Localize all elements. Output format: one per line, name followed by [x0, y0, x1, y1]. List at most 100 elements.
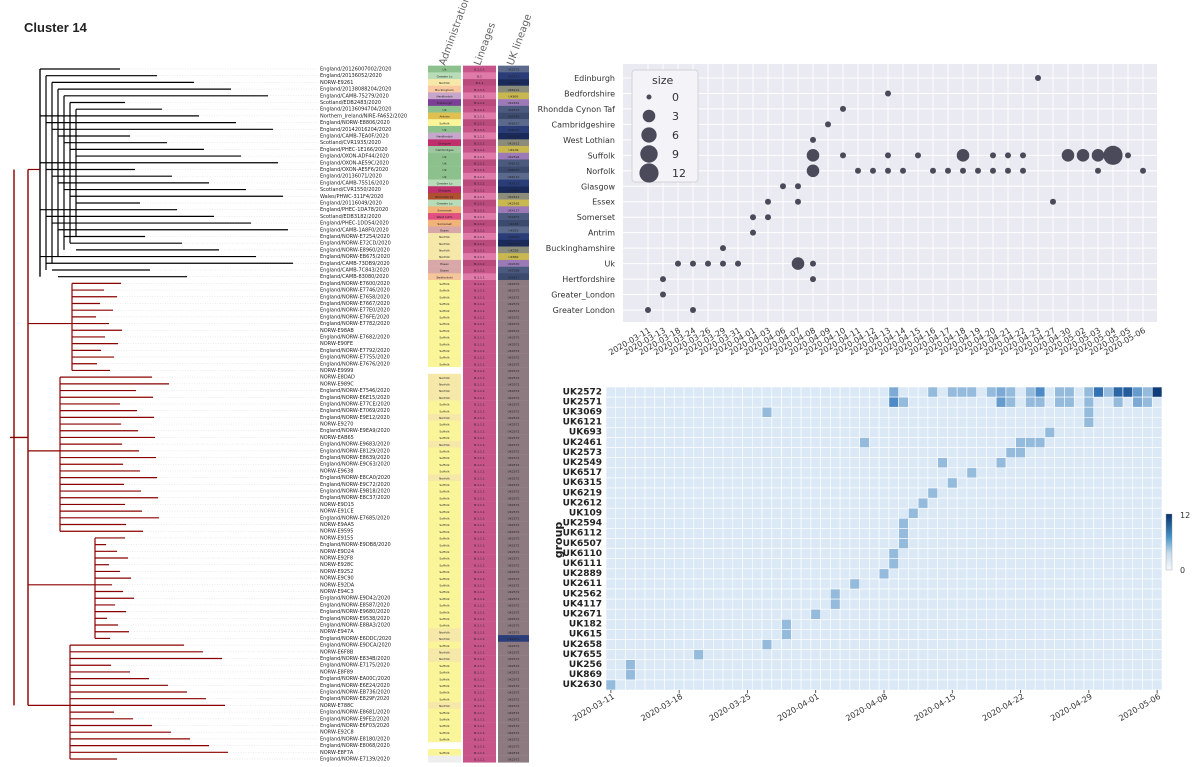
tree-leaf-label: England/NORW-E7676/2020 [320, 361, 390, 367]
heatmap-empty-cell [947, 427, 958, 438]
lineage-label: B.1.1.1 [474, 597, 485, 601]
heatmap-cell [898, 396, 909, 408]
lineage-cell [463, 219, 496, 227]
heatmap-empty-cell [625, 447, 636, 459]
uk-lineage-label: UK2572 [508, 362, 520, 366]
administration-cell [428, 588, 461, 596]
heatmap-empty-cell [1073, 507, 1085, 519]
heatmap-empty-cell [634, 477, 646, 489]
heatmap-empty-cell [1015, 487, 1026, 499]
lineage-label: B.1.1.1 [474, 155, 485, 159]
heatmap-empty-cell [1064, 416, 1075, 428]
heatmap-empty-cell [722, 487, 734, 499]
legend-marker [646, 94, 652, 100]
uk-lineage-cell [498, 112, 529, 120]
heatmap-empty-cell [1025, 528, 1036, 539]
heatmap-empty-cell [722, 618, 734, 630]
administration-label: Uk [443, 68, 447, 72]
administration-cell [428, 648, 461, 656]
heatmap-empty-cell [1015, 427, 1026, 438]
heatmap-empty-cell [1073, 386, 1085, 398]
heatmap-empty-cell [1103, 669, 1114, 681]
lineage-cell [463, 239, 496, 247]
uk-lineage-cell [498, 681, 529, 689]
heatmap-empty-cell [976, 649, 987, 660]
heatmap-cell [898, 517, 909, 529]
heatmap-empty-cell [1083, 618, 1095, 630]
heatmap-empty-cell [722, 477, 734, 489]
lineage-cell [463, 434, 496, 441]
heatmap-empty-cell [820, 437, 831, 448]
heatmap-empty-cell [1054, 497, 1065, 509]
lineage-cell [463, 621, 496, 629]
heatmap-empty-cell [654, 659, 665, 671]
heatmap-empty-cell [1025, 487, 1036, 499]
heatmap-empty-cell [791, 396, 802, 408]
heatmap-empty-cell [1112, 457, 1124, 469]
heatmap-empty-cell [849, 669, 860, 681]
uk-lineage-label: UK2572 [508, 563, 520, 567]
heatmap-empty-cell [927, 679, 938, 691]
heatmap-cell [927, 386, 938, 398]
administration-label: Suffolk [439, 503, 450, 507]
lineage-cell [463, 594, 496, 602]
heatmap-empty-cell [673, 427, 685, 438]
heatmap-empty-cell [820, 457, 831, 469]
heatmap-empty-cell [742, 406, 753, 418]
heatmap-empty-cell [722, 588, 734, 600]
heatmap-empty-cell [810, 629, 821, 640]
heatmap-empty-cell [1112, 416, 1124, 428]
heatmap-empty-cell [1005, 406, 1016, 418]
lineage-label: B.1.1.1 [474, 316, 485, 320]
heatmap-empty-cell [898, 588, 909, 600]
heatmap-empty-cell [752, 406, 763, 418]
heatmap-empty-cell [644, 538, 656, 549]
uk-lineage-label: UK2572 [508, 650, 520, 654]
heatmap-empty-cell [791, 568, 802, 580]
tree-leaf-label: England/NORW-E7139/2020 [320, 757, 390, 763]
heatmap-empty-cell [1005, 608, 1016, 620]
heatmap-empty-cell [888, 437, 899, 448]
heatmap-empty-cell [1142, 679, 1153, 691]
heatmap-empty-cell [664, 649, 675, 660]
heatmap-empty-cell [869, 467, 880, 479]
lineage-cell [463, 300, 496, 308]
heatmap-empty-cell [1054, 659, 1065, 671]
lineage-label: B.1.1.1 [474, 168, 485, 172]
heatmap-empty-cell [644, 649, 656, 660]
uk-lineage-cell [498, 661, 529, 669]
heatmap-empty-cell [810, 558, 821, 570]
heatmap-empty-cell [712, 538, 724, 549]
heatmap-empty-cell [1015, 588, 1026, 600]
heatmap-empty-cell [966, 396, 977, 408]
uk-lineage-cell [498, 146, 529, 153]
tree-leaf-label: England/CAMB-7C843/2020 [320, 267, 389, 273]
heatmap-empty-cell [917, 477, 929, 489]
tree-leaf-label: England/NORW-E834B/2020 [320, 656, 390, 662]
heatmap-empty-cell [1083, 507, 1095, 519]
lineage-cell [463, 213, 496, 220]
heatmap-empty-cell [908, 427, 919, 438]
heatmap-empty-cell [869, 608, 880, 620]
tree-leaf-label: England/NORW-E8960/2020 [320, 247, 390, 253]
heatmap-empty-cell [1122, 598, 1134, 610]
heatmap-empty-cell [625, 608, 636, 620]
heatmap-empty-cell [820, 649, 831, 660]
lineage-cell [463, 373, 496, 381]
lineage-cell [463, 105, 496, 113]
bubble-point [1103, 145, 1123, 165]
heatmap-empty-cell [947, 487, 958, 499]
heatmap-empty-cell [664, 578, 675, 590]
heatmap-y-label: UK2572 [563, 387, 602, 397]
heatmap-empty-cell [1093, 659, 1104, 671]
administration-cell [428, 507, 461, 515]
heatmap-empty-cell [781, 548, 792, 559]
heatmap-y-label: UK2671 [563, 609, 602, 619]
administration-label: Suffolk [439, 677, 450, 681]
heatmap-empty-cell [927, 406, 938, 418]
heatmap-empty-cell [625, 629, 636, 640]
heatmap-empty-cell [849, 608, 860, 620]
heatmap-empty-cell [986, 659, 997, 671]
heatmap-empty-cell [888, 669, 899, 681]
heatmap-empty-cell [1044, 386, 1056, 398]
